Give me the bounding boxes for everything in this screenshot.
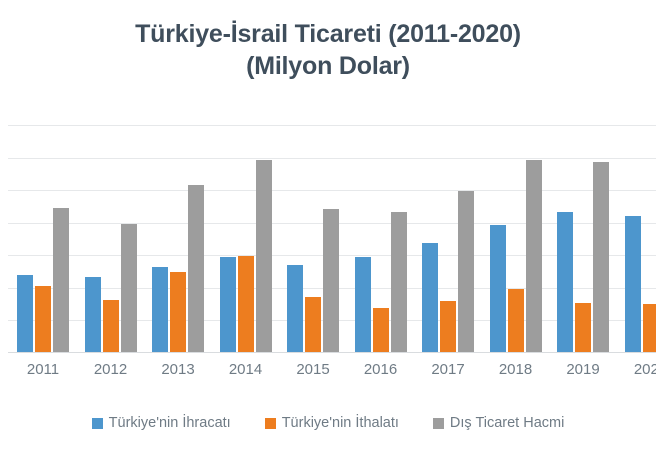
plot-area (0, 125, 656, 353)
bar-groups (0, 125, 656, 353)
bar-group-2011 (17, 125, 69, 353)
x-tick-2019: 2019 (566, 361, 600, 378)
legend-swatch-icon (264, 417, 276, 429)
x-tick-2011: 2011 (26, 361, 60, 378)
legend-swatch-icon (432, 417, 444, 429)
x-tick-2016: 2016 (363, 361, 398, 378)
bar-exports-2013[interactable] (152, 266, 168, 353)
bar-exports-2018[interactable] (489, 224, 506, 353)
x-tick-2014: 2014 (228, 361, 263, 378)
bar-volume-2014[interactable] (255, 160, 272, 353)
bar-exports-2012[interactable] (84, 277, 101, 353)
legend-swatch-icon (91, 417, 103, 429)
x-axis-line (8, 352, 656, 353)
legend-item-1[interactable]: Türkiye'nin İthalatı (264, 414, 399, 432)
bar-exports-2014[interactable] (219, 256, 236, 353)
bar-imports-2019[interactable] (575, 302, 591, 353)
bar-volume-2013[interactable] (188, 185, 204, 353)
bar-imports-2015[interactable] (305, 296, 321, 353)
bar-imports-2013[interactable] (170, 271, 186, 353)
bar-group-2016 (354, 125, 407, 353)
x-tick-2017: 2017 (431, 361, 465, 378)
legend-label: Dış Ticaret Hacmi (449, 415, 565, 431)
chart-title-line-1: Türkiye-İsrail Ticareti (2011-2020) (135, 20, 521, 48)
bar-exports-2019[interactable] (557, 212, 573, 353)
gridline (8, 190, 656, 192)
x-tick-2015: 2015 (296, 361, 330, 378)
bar-volume-2012[interactable] (120, 223, 137, 353)
bar-exports-2011[interactable] (17, 275, 33, 353)
chart-title: Türkiye-İsrail Ticareti (2011-2020) (Mil… (0, 18, 656, 82)
x-tick-2012: 2012 (93, 361, 128, 378)
bar-imports-2012[interactable] (102, 299, 119, 353)
bar-group-2015 (287, 125, 339, 353)
bar-exports-2016[interactable] (354, 256, 371, 353)
bar-group-2013 (152, 125, 204, 353)
bar-volume-2016[interactable] (390, 212, 407, 353)
bar-group-2012 (84, 125, 137, 353)
bar-volume-2017[interactable] (458, 190, 474, 353)
bar-group-2014 (219, 125, 272, 353)
bar-imports-2016[interactable] (372, 308, 389, 353)
legend-label: Türkiye'nin İhracatı (108, 415, 231, 431)
legend-item-0[interactable]: Türkiye'nin İhracatı (91, 414, 231, 432)
x-tick-2020: 2020 (633, 361, 656, 378)
bar-group-2017 (422, 125, 474, 353)
bar-exports-2020[interactable] (624, 216, 641, 353)
bar-imports-2017[interactable] (440, 301, 456, 353)
x-tick-2018: 2018 (498, 361, 533, 378)
legend-item-2[interactable]: Dış Ticaret Hacmi (432, 414, 565, 432)
bar-volume-2011[interactable] (53, 208, 69, 353)
legend-label: Türkiye'nin İthalatı (281, 415, 399, 431)
bar-group-2018 (489, 125, 542, 353)
bar-volume-2015[interactable] (323, 208, 339, 353)
gridline (8, 157, 656, 159)
bar-imports-2014[interactable] (237, 256, 254, 353)
bar-imports-2011[interactable] (35, 286, 51, 353)
bar-group-2020 (624, 125, 656, 353)
x-tick-2013: 2013 (161, 361, 195, 378)
x-axis-labels: 2011 2012 2013 2014 2015 2016 2017 2018 2019 2020 (0, 360, 656, 384)
bar-group-2019 (557, 125, 609, 353)
bar-volume-2018[interactable] (525, 160, 542, 353)
gridline (8, 125, 656, 126)
chart-legend: Türkiye'nin İhracatı Türkiye'nin İthalatı… (0, 410, 656, 436)
bar-exports-2015[interactable] (287, 265, 303, 353)
bar-imports-2018[interactable] (507, 288, 524, 353)
bar-volume-2019[interactable] (593, 162, 609, 353)
bar-exports-2017[interactable] (422, 242, 438, 353)
chart-title-line-2: (Milyon Dolar) (246, 52, 410, 80)
bar-imports-2020[interactable] (642, 304, 656, 353)
